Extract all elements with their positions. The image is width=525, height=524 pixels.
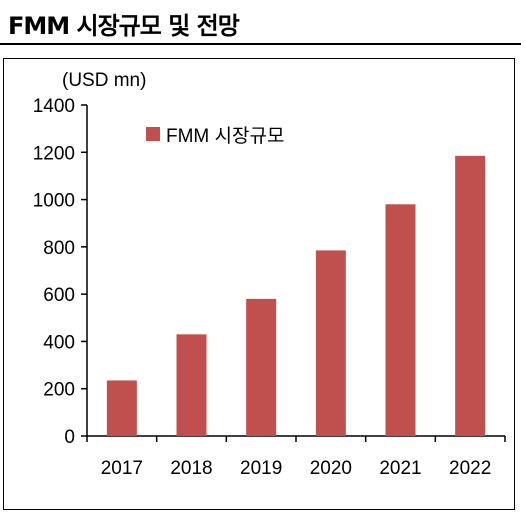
- y-tick-labels: 0 200 400 600 800 1000 1200 1400: [33, 96, 75, 448]
- y-tick-label: 600: [43, 285, 75, 306]
- bars: [106, 155, 486, 436]
- page-title: FMM 시장규모 및 전망: [8, 12, 240, 40]
- x-tick-label: 2018: [170, 458, 212, 479]
- y-tick-label: 400: [43, 332, 75, 353]
- y-tick-label: 1400: [33, 96, 75, 117]
- x-tick-label: 2017: [101, 458, 143, 479]
- x-tick-label: 2020: [310, 458, 352, 479]
- bar-2019: [246, 298, 277, 436]
- bar-2020: [315, 250, 346, 436]
- bar-2018: [176, 334, 207, 436]
- chart-frame: [3, 58, 515, 510]
- legend-label: FMM 시장규모: [166, 125, 284, 147]
- bar-2017: [106, 380, 137, 436]
- legend: FMM 시장규모: [146, 125, 284, 147]
- y-tick-label: 200: [43, 380, 75, 401]
- x-tick-label: 2019: [240, 458, 282, 479]
- bar-2021: [385, 204, 416, 436]
- x-tick-label: 2022: [449, 458, 491, 479]
- axes: [81, 104, 506, 442]
- bar-2022: [455, 155, 486, 436]
- title-divider: [0, 43, 521, 45]
- y-tick-label: 0: [64, 427, 75, 448]
- x-tick-label: 2021: [379, 458, 421, 479]
- y-tick-label: 1000: [33, 191, 75, 212]
- legend-swatch: [146, 127, 160, 141]
- y-tick-label: 800: [43, 238, 75, 259]
- x-tick-labels: 2017 2018 2019 2020 2021 2022: [101, 458, 492, 479]
- y-axis-unit-label: (USD mn): [62, 70, 146, 91]
- y-tick-label: 1200: [33, 143, 75, 164]
